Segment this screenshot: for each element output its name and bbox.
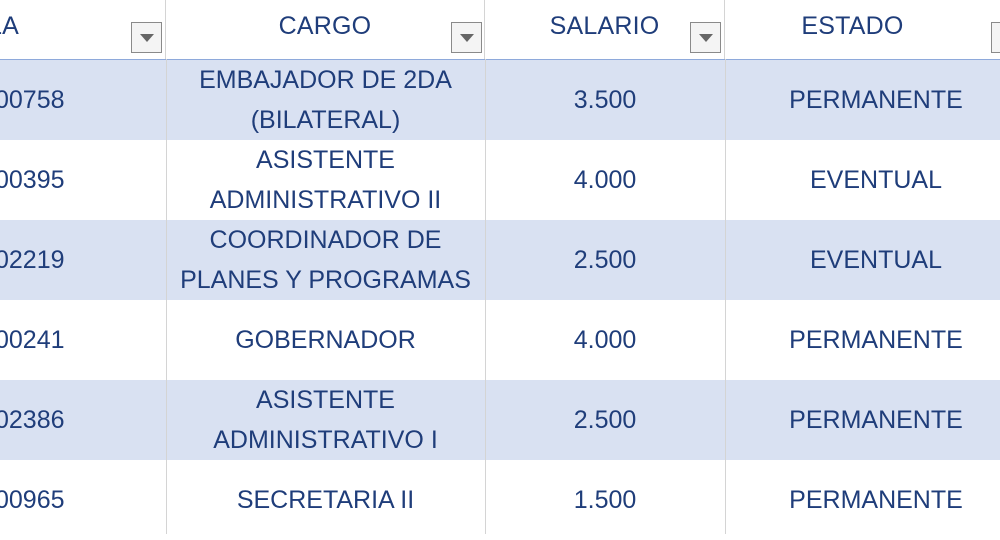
table-row[interactable]: 00395 ASISTENTE ADMINISTRATIVO II 4.000 … [0, 140, 1000, 220]
header-cell-salario[interactable]: SALARIO [485, 0, 725, 59]
chevron-down-icon [699, 34, 713, 42]
cell-estado[interactable]: EVENTUAL [810, 246, 942, 274]
cell-estado[interactable]: PERMANENTE [789, 406, 963, 434]
cell-cargo[interactable]: ASISTENTE ADMINISTRATIVO I [213, 386, 438, 454]
cell-id[interactable]: 00965 [0, 486, 65, 514]
cell-id[interactable]: 02386 [0, 406, 65, 434]
cell-id[interactable]: 02219 [0, 246, 65, 274]
cell-cargo[interactable]: ASISTENTE ADMINISTRATIVO II [209, 146, 442, 214]
filter-dropdown-button-salario[interactable] [690, 22, 721, 53]
cell-estado[interactable]: EVENTUAL [810, 166, 942, 194]
cell-cargo[interactable]: SECRETARIA II [236, 486, 415, 514]
cell-id[interactable]: 00758 [0, 86, 65, 114]
column-divider [166, 59, 167, 534]
column-divider [485, 59, 486, 534]
column-divider [725, 59, 726, 534]
filter-dropdown-button-id[interactable] [131, 22, 162, 53]
table-row[interactable]: 00965 SECRETARIA II 1.500 PERMANENTE [0, 460, 1000, 540]
header-cell-estado[interactable]: ESTADO [725, 0, 1000, 59]
header-label-cargo: CARGO [278, 12, 372, 40]
table-header-row: LA CARGO SALARIO ESTADO [0, 0, 1000, 61]
cell-id[interactable]: 00395 [0, 166, 65, 194]
cell-estado[interactable]: PERMANENTE [789, 326, 963, 354]
header-cell-id[interactable]: LA [0, 0, 166, 59]
header-label-id: LA [0, 12, 19, 40]
cell-cargo[interactable]: COORDINADOR DE PLANES Y PROGRAMAS [180, 226, 471, 294]
chevron-down-icon [460, 34, 474, 42]
header-label-estado: ESTADO [801, 12, 904, 40]
filter-dropdown-button-estado[interactable] [991, 22, 1000, 53]
cell-salario[interactable]: 3.500 [573, 86, 637, 114]
cell-salario[interactable]: 4.000 [573, 166, 637, 194]
cell-estado[interactable]: PERMANENTE [789, 86, 963, 114]
table-row[interactable]: 02219 COORDINADOR DE PLANES Y PROGRAMAS … [0, 220, 1000, 300]
cell-salario[interactable]: 2.500 [573, 406, 637, 434]
table-row[interactable]: 00241 GOBERNADOR 4.000 PERMANENTE [0, 300, 1000, 380]
header-label-salario: SALARIO [549, 12, 660, 40]
header-cell-cargo[interactable]: CARGO [166, 0, 485, 59]
cell-salario[interactable]: 4.000 [573, 326, 637, 354]
table-row[interactable]: 00758 EMBAJADOR DE 2DA (BILATERAL) 3.500… [0, 60, 1000, 140]
cell-cargo[interactable]: GOBERNADOR [235, 326, 416, 354]
cell-id[interactable]: 00241 [0, 326, 65, 354]
table-row[interactable]: 02386 ASISTENTE ADMINISTRATIVO I 2.500 P… [0, 380, 1000, 460]
cell-estado[interactable]: PERMANENTE [789, 486, 963, 514]
cell-salario[interactable]: 2.500 [573, 246, 637, 274]
cell-cargo[interactable]: EMBAJADOR DE 2DA (BILATERAL) [199, 66, 452, 134]
filter-dropdown-button-cargo[interactable] [451, 22, 482, 53]
cell-salario[interactable]: 1.500 [573, 486, 637, 514]
chevron-down-icon [140, 34, 154, 42]
